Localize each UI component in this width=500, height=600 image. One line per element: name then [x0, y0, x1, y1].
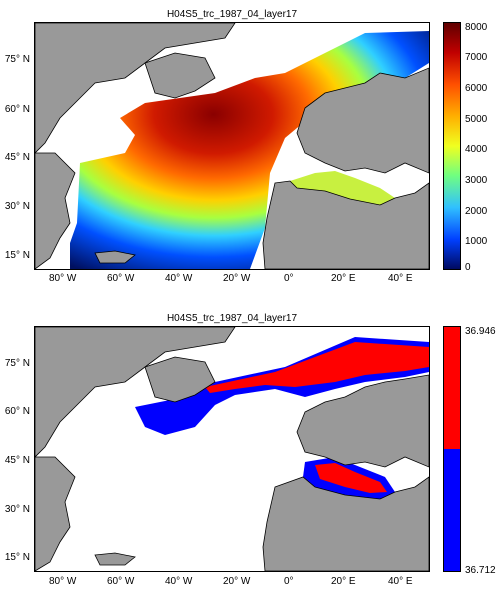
lat-label: 75° N	[4, 358, 30, 369]
lon-label: 40° E	[388, 576, 413, 587]
tracer-field-mediterranean	[290, 171, 395, 205]
map-panel-top	[34, 22, 430, 270]
lon-label: 40° E	[388, 273, 413, 284]
lon-label: 20° W	[223, 273, 251, 284]
colorbar-min: 36.712	[465, 565, 496, 576]
lat-label: 15° N	[4, 250, 30, 261]
lat-label: 75° N	[4, 54, 30, 65]
colorbar-tick: 7000	[465, 52, 488, 63]
colorbar-bottom	[443, 326, 461, 572]
colorbar-high-swatch	[444, 327, 460, 449]
land-masses	[35, 23, 429, 269]
map-panel-bottom	[34, 326, 430, 572]
colorbar-tick: 2000	[465, 206, 488, 217]
lon-label: 0°	[284, 576, 294, 587]
lon-label: 40° W	[165, 576, 193, 587]
map-title-bottom: H04S5_trc_1987_04_layer17	[166, 313, 298, 324]
colorbar-tick: 6000	[465, 83, 488, 94]
lat-label: 45° N	[4, 152, 30, 163]
lon-label: 20° W	[223, 576, 251, 587]
lon-label: 80° W	[49, 576, 77, 587]
lat-label: 60° N	[4, 406, 30, 417]
lon-label: 60° W	[107, 273, 135, 284]
land-masses	[35, 327, 429, 571]
colorbar-tick: 4000	[465, 144, 488, 155]
colorbar-max: 36.946	[465, 326, 496, 337]
map-title-top: H04S5_trc_1987_04_layer17	[166, 9, 298, 20]
lat-label: 15° N	[4, 552, 30, 563]
lon-label: 60° W	[107, 576, 135, 587]
lat-label: 30° N	[4, 504, 30, 515]
colorbar-tick: 5000	[465, 114, 488, 125]
lat-label: 60° N	[4, 104, 30, 115]
colorbar-low-swatch	[444, 449, 460, 571]
map-canvas-top	[35, 23, 429, 269]
lon-label: 0°	[284, 273, 294, 284]
colorbar-tick: 3000	[465, 175, 488, 186]
lon-label: 80° W	[49, 273, 77, 284]
colorbar-tick: 0	[465, 262, 471, 273]
colorbar-tick: 8000	[465, 22, 488, 33]
map-canvas-bottom	[35, 327, 429, 571]
lat-label: 30° N	[4, 201, 30, 212]
lon-label: 40° W	[165, 273, 193, 284]
lon-label: 20° E	[331, 576, 356, 587]
colorbar-tick: 1000	[465, 236, 488, 247]
mask-high	[205, 342, 429, 493]
lat-label: 45° N	[4, 455, 30, 466]
lon-label: 20° E	[331, 273, 356, 284]
colorbar-top	[443, 22, 461, 270]
colorbar-gradient	[444, 23, 460, 269]
